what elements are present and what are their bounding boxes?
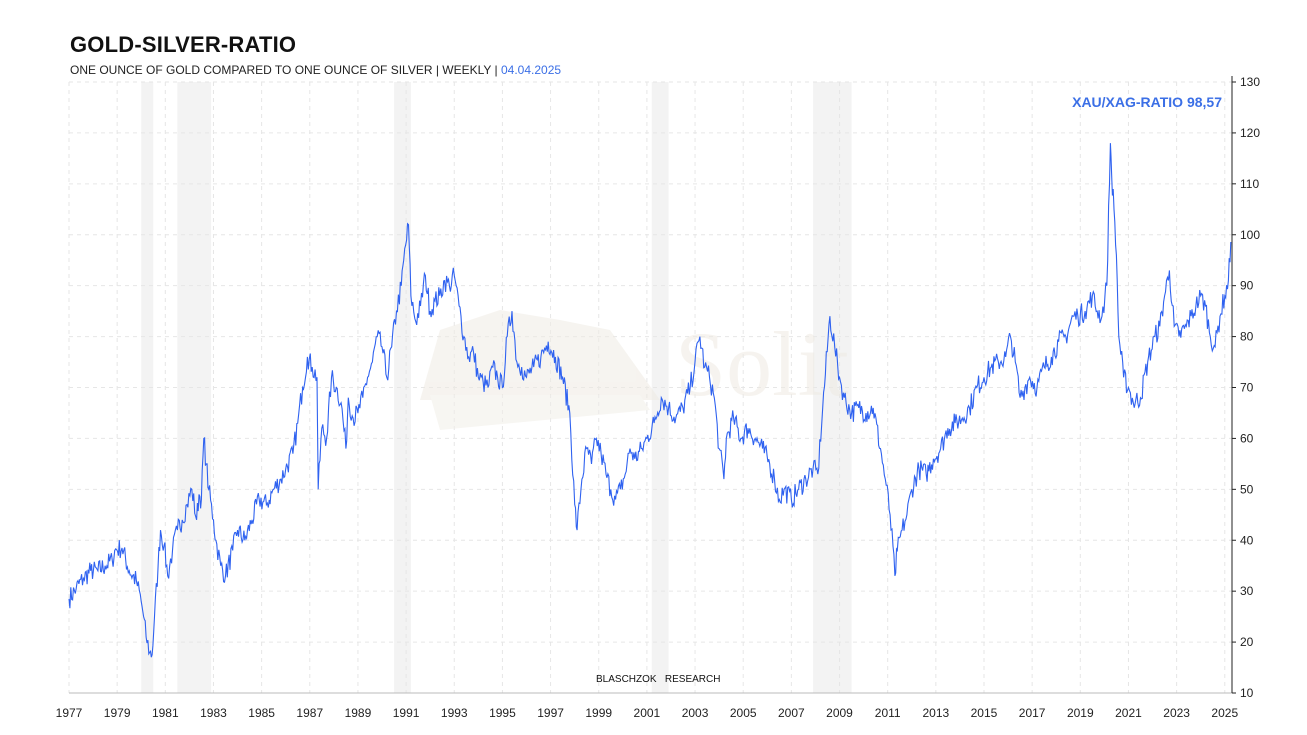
x-tick-label-2021: 2021 — [1115, 706, 1142, 720]
x-tick-label-2023: 2023 — [1163, 706, 1190, 720]
chart-subtitle: ONE OUNCE OF GOLD COMPARED TO ONE OUNCE … — [70, 63, 561, 77]
x-tick-label-1977: 1977 — [56, 706, 83, 720]
x-tick-label-2013: 2013 — [922, 706, 949, 720]
x-tick-label-1993: 1993 — [441, 706, 468, 720]
y-tick-label-90: 90 — [1240, 279, 1254, 293]
x-tick-label-1995: 1995 — [489, 706, 516, 720]
watermark: Solit — [420, 310, 849, 430]
y-tick-label-40: 40 — [1240, 533, 1254, 547]
y-tick-label-80: 80 — [1240, 330, 1254, 344]
y-tick-label-30: 30 — [1240, 584, 1254, 598]
x-tick-label-2015: 2015 — [971, 706, 998, 720]
x-tick-label-1987: 1987 — [296, 706, 323, 720]
y-tick-label-130: 130 — [1240, 75, 1260, 89]
subtitle-text: ONE OUNCE OF GOLD COMPARED TO ONE OUNCE … — [70, 63, 498, 77]
x-tick-label-2009: 2009 — [826, 706, 853, 720]
current-value-label: XAU/XAG-RATIO 98,57 — [1072, 94, 1222, 110]
x-tick-label-2025: 2025 — [1211, 706, 1238, 720]
y-tick-label-120: 120 — [1240, 126, 1260, 140]
x-tick-label-2003: 2003 — [682, 706, 709, 720]
x-tick-label-2011: 2011 — [875, 706, 901, 720]
x-tick-label-1979: 1979 — [104, 706, 131, 720]
subtitle-date: 04.04.2025 — [500, 63, 562, 77]
x-tick-label-1981: 1981 — [152, 706, 179, 720]
x-tick-label-1997: 1997 — [537, 706, 564, 720]
watermark-credit: BLASCHZOK RESEARCH — [596, 674, 720, 685]
x-tick-label-1985: 1985 — [248, 706, 275, 720]
y-tick-label-70: 70 — [1240, 381, 1254, 395]
x-tick-label-1983: 1983 — [200, 706, 227, 720]
y-tick-label-50: 50 — [1240, 482, 1254, 496]
y-tick-label-100: 100 — [1240, 228, 1260, 242]
y-tick-label-20: 20 — [1240, 635, 1254, 649]
x-tick-label-2019: 2019 — [1067, 706, 1094, 720]
y-tick-label-60: 60 — [1240, 431, 1254, 445]
y-axis: 130 120 110 100 90 80 70 60 50 40 30 20 10 — [1231, 75, 1260, 700]
watermark-pyramid-step — [430, 395, 650, 430]
chart-title: GOLD-SILVER-RATIO — [70, 32, 297, 57]
x-tick-label-1999: 1999 — [585, 706, 612, 720]
x-tick-label-2007: 2007 — [778, 706, 805, 720]
x-tick-label-2005: 2005 — [730, 706, 757, 720]
y-tick-label-10: 10 — [1240, 686, 1254, 700]
series-line-xau-xag — [68, 143, 1232, 658]
x-axis: 1977 1979 1981 1983 1985 1987 1989 1991 1993 1995… — [56, 692, 1238, 720]
x-tick-label-1991: 1991 — [393, 706, 420, 720]
x-tick-label-1989: 1989 — [345, 706, 372, 720]
y-tick-label-110: 110 — [1240, 177, 1259, 191]
watermark-pyramid — [420, 310, 660, 400]
x-tick-label-2001: 2001 — [634, 706, 661, 720]
x-tick-label-2017: 2017 — [1019, 706, 1046, 720]
